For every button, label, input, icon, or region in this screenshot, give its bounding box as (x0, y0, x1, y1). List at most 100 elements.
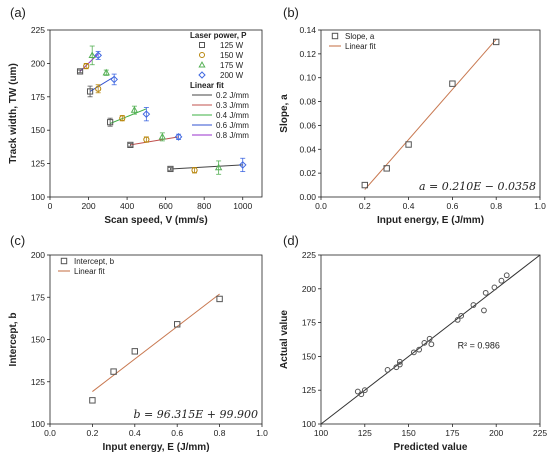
data-point (498, 277, 505, 284)
data-point (107, 119, 114, 126)
data-point (238, 161, 247, 169)
data-point (110, 75, 119, 84)
data-point (95, 85, 102, 92)
legend-label: 125 W (220, 41, 244, 50)
y-tick-label: 125 (31, 159, 45, 169)
fit-line (92, 293, 220, 392)
y-tick-label: 0.06 (299, 120, 316, 130)
data-point (88, 51, 96, 58)
y-tick-label: 125 (31, 377, 45, 387)
panel-d: (d) 100 125 150 175 200 225 100 125 150 175 200 225… (279, 233, 547, 453)
x-tick-label: 800 (197, 201, 211, 211)
legend-marker (331, 32, 339, 40)
data-point (130, 106, 139, 113)
x-tick-label: 125 (358, 428, 372, 438)
x-tick-label: 0.2 (86, 428, 98, 438)
legend-label: 0.4 J/mm (216, 111, 249, 120)
data-point (167, 165, 174, 173)
y-tick-label: 100 (31, 419, 45, 429)
data-point (481, 307, 487, 314)
data-point (454, 316, 461, 323)
y-tick-label: 175 (31, 92, 45, 102)
x-tick-label: 0 (48, 201, 53, 211)
data-point (354, 388, 361, 395)
panel-c-y-axis-label: Intercept, b (8, 313, 19, 367)
data-point (102, 68, 110, 76)
x-tick-label: 175 (445, 428, 459, 438)
panel-d-label: (d) (283, 233, 299, 248)
x-tick-label: 1.0 (534, 201, 546, 211)
identity-line (320, 254, 541, 425)
data-point (174, 133, 183, 141)
data-point (94, 51, 103, 60)
data-point (361, 181, 369, 189)
legend-label: Linear fit (74, 267, 105, 276)
data-point (358, 391, 365, 398)
panel-a-legend-title-fits: Linear fit (190, 81, 224, 90)
data-point (383, 165, 390, 172)
legend-marker (198, 71, 206, 79)
y-tick-label: 150 (31, 335, 45, 345)
legend-label: 0.6 J/mm (216, 121, 249, 130)
panel-d-r-squared: R² = 0.986 (458, 340, 500, 350)
x-tick-label: 0.2 (359, 201, 371, 211)
panel-b-label: (b) (283, 5, 299, 20)
legend-label: Intercept, b (74, 257, 115, 266)
y-tick-label: 0.08 (299, 97, 316, 107)
x-tick-label: 150 (402, 428, 416, 438)
panel-b: (b) 0.0 0.2 0.4 0.6 0.8 1.0 0.00 0.02 0.04 0.06 0.… (279, 5, 546, 226)
legend-label: 0.8 J/mm (216, 131, 249, 140)
y-tick-label: 0.10 (299, 73, 316, 83)
legend-label: 0.2 J/mm (216, 91, 249, 100)
fit-line (170, 164, 243, 170)
legend-marker (60, 257, 68, 265)
panel-c-plot-frame (49, 254, 263, 425)
data-point (396, 361, 403, 368)
data-point (470, 302, 477, 308)
data-point (405, 141, 412, 148)
y-tick-label: 225 (302, 250, 316, 260)
x-tick-label: 225 (533, 428, 547, 438)
y-tick-label: 100 (31, 192, 45, 202)
data-point (127, 141, 134, 148)
panel-b-plot-frame (320, 29, 541, 198)
data-point (410, 349, 417, 356)
y-tick-label: 0.14 (299, 25, 316, 35)
x-tick-label: 200 (489, 428, 503, 438)
legend-label: Slope, a (345, 32, 375, 41)
panel-d-y-axis-label: Actual value (279, 310, 290, 369)
fit-line (364, 38, 497, 190)
data-point (503, 272, 510, 279)
x-tick-label: 200 (81, 201, 95, 211)
panel-b-x-axis-label: Input energy, E (J/mm) (377, 215, 484, 226)
data-point (83, 62, 90, 70)
y-tick-label: 150 (302, 351, 316, 361)
data-point (131, 348, 139, 355)
x-tick-label: 0.0 (44, 428, 56, 438)
data-point (482, 289, 489, 296)
panel-a-label: (a) (10, 5, 26, 20)
legend-label: 150 W (220, 51, 244, 60)
fit-line (130, 136, 179, 146)
x-tick-label: 100 (314, 428, 328, 438)
data-point (384, 367, 391, 373)
x-tick-label: 0.4 (129, 428, 141, 438)
x-tick-label: 600 (159, 201, 173, 211)
legend-marker (198, 61, 206, 68)
legend-label: 175 W (220, 61, 244, 70)
y-tick-label: 100 (302, 419, 316, 429)
fit-line (89, 76, 115, 92)
data-point (110, 368, 117, 375)
panel-b-y-axis-label: Slope, a (279, 94, 290, 133)
data-point (216, 295, 223, 303)
data-point (396, 358, 403, 365)
x-tick-label: 0.8 (214, 428, 226, 438)
panel-c-fit-equation: b = 96.315E + 99.900 (134, 408, 258, 421)
x-tick-label: 0.0 (315, 201, 327, 211)
legend-marker (199, 42, 205, 48)
data-point (458, 312, 465, 319)
